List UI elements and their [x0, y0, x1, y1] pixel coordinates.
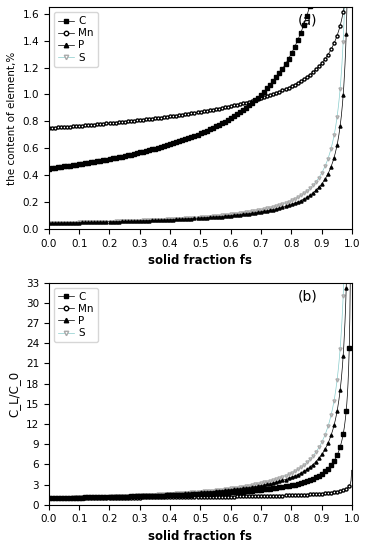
Text: (b): (b) — [297, 289, 317, 303]
P — [190, 490, 195, 496]
S — [211, 213, 215, 219]
S — [47, 495, 51, 502]
Line: Mn: Mn — [47, 469, 353, 499]
Mn — [349, 467, 354, 474]
S — [47, 220, 51, 227]
Mn — [295, 80, 299, 86]
Mn — [342, 487, 346, 493]
Mn — [192, 109, 197, 116]
C — [211, 124, 215, 131]
P — [295, 472, 299, 478]
C — [295, 39, 299, 45]
S — [211, 487, 215, 494]
Mn — [47, 495, 51, 502]
Legend: C, Mn, P, S: C, Mn, P, S — [54, 12, 98, 67]
C — [192, 133, 197, 139]
Mn — [295, 492, 299, 498]
S — [192, 489, 197, 496]
S — [190, 214, 195, 221]
Mn — [342, 2, 346, 8]
C — [227, 116, 231, 123]
Line: P: P — [47, 0, 353, 499]
C — [211, 490, 215, 497]
P — [192, 215, 197, 222]
X-axis label: solid fraction fs: solid fraction fs — [148, 255, 252, 267]
C — [47, 495, 51, 502]
S — [295, 466, 299, 473]
S — [295, 194, 299, 201]
Legend: C, Mn, P, S: C, Mn, P, S — [54, 288, 98, 342]
C — [295, 481, 299, 487]
Mn — [211, 107, 215, 113]
Line: S: S — [47, 0, 353, 499]
P — [211, 214, 215, 221]
Y-axis label: C_L/C_0: C_L/C_0 — [7, 371, 20, 417]
P — [295, 199, 299, 206]
C — [47, 165, 51, 172]
C — [190, 491, 195, 498]
C — [342, 424, 346, 430]
S — [192, 214, 197, 221]
Line: C: C — [47, 0, 353, 499]
Text: (a): (a) — [297, 14, 317, 28]
Line: C: C — [47, 0, 353, 170]
P — [342, 73, 346, 80]
Line: S: S — [47, 0, 353, 224]
P — [342, 332, 346, 339]
Mn — [211, 493, 215, 500]
S — [227, 211, 231, 218]
Mn — [190, 494, 195, 501]
Mn — [227, 493, 231, 500]
P — [47, 495, 51, 502]
C — [190, 133, 195, 140]
S — [227, 485, 231, 492]
Line: P: P — [47, 0, 353, 224]
X-axis label: solid fraction fs: solid fraction fs — [148, 530, 252, 543]
P — [227, 487, 231, 493]
Mn — [190, 110, 195, 117]
Mn — [192, 494, 197, 501]
P — [211, 488, 215, 495]
P — [192, 490, 197, 496]
Mn — [227, 103, 231, 110]
P — [227, 212, 231, 219]
S — [190, 489, 195, 496]
C — [192, 491, 197, 498]
Line: Mn: Mn — [47, 0, 353, 130]
C — [227, 490, 231, 496]
P — [190, 215, 195, 222]
Y-axis label: the content of element,%: the content of element,% — [7, 52, 17, 185]
P — [47, 220, 51, 227]
S — [342, 261, 346, 267]
Mn — [47, 125, 51, 131]
S — [342, 9, 346, 15]
